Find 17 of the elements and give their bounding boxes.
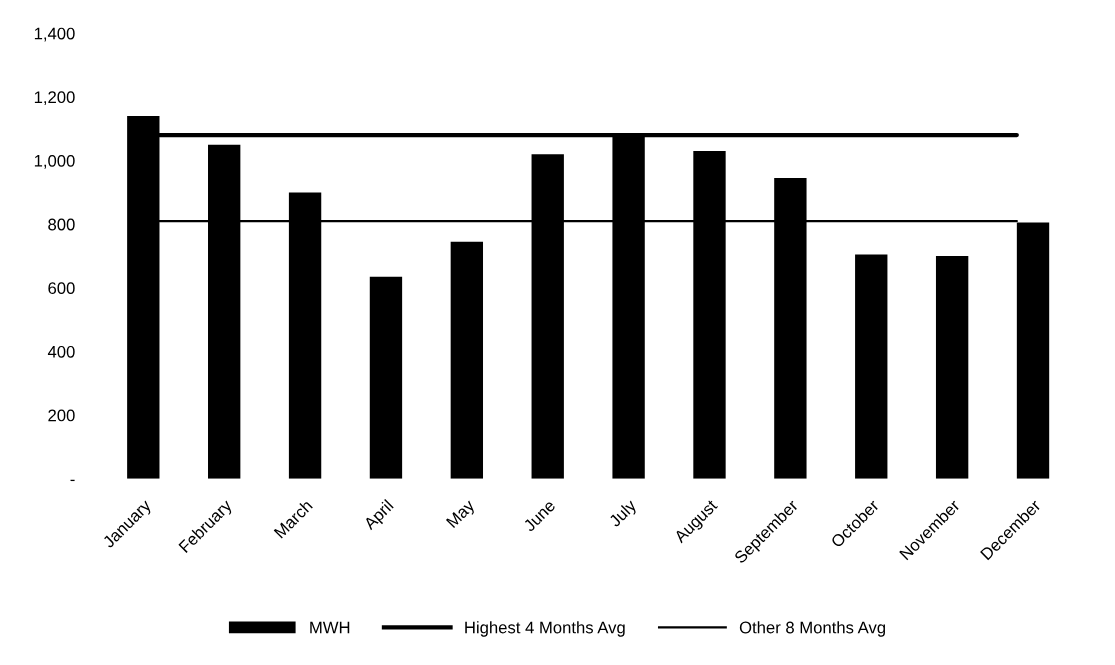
legend-label: Highest 4 Months Avg — [465, 621, 625, 637]
x-tick-label: May — [445, 498, 478, 531]
y-tick-label: 200 — [48, 409, 75, 422]
legend-label: Other 8 Months Avg — [739, 621, 886, 637]
legend-label: MWH — [310, 621, 350, 634]
bar — [855, 254, 888, 479]
bar — [369, 276, 403, 479]
y-tick-label: 1,400 — [34, 27, 75, 42]
y-tick-label: 1,000 — [34, 154, 75, 169]
y-tick-label: 800 — [48, 218, 75, 231]
y-tick-label: 400 — [47, 345, 75, 358]
bar — [450, 241, 484, 479]
bar — [935, 256, 969, 479]
y-tick-label: 1,200 — [34, 91, 75, 106]
x-tick-label: July — [607, 498, 640, 530]
y-tick-label: - — [70, 479, 75, 482]
y-tick-label: 600 — [48, 282, 75, 295]
